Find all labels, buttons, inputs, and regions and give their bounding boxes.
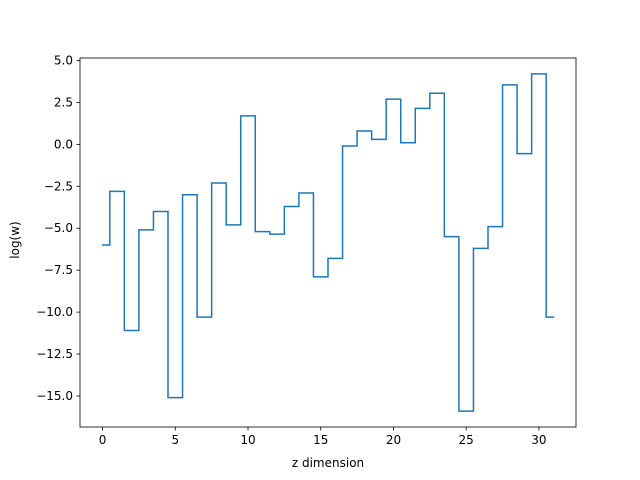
y-tick-label: 5.0 [54, 54, 73, 68]
y-tick-label: −5.0 [44, 221, 73, 235]
x-axis-label: z dimension [292, 456, 364, 470]
x-axis: 0 5 10 15 20 25 30 [99, 427, 547, 447]
x-tick-label: 25 [459, 433, 474, 447]
x-tick-label: 20 [386, 433, 401, 447]
x-tick-label: 5 [171, 433, 179, 447]
plot-area [79, 57, 577, 428]
x-tick-label: 10 [240, 433, 255, 447]
y-axis-label: log(w) [8, 221, 22, 258]
y-tick-label: −12.5 [36, 347, 73, 361]
y-tick-label: −7.5 [44, 263, 73, 277]
x-tick-label: 15 [313, 433, 328, 447]
plot-frame-border [79, 57, 577, 428]
y-tick-label: −10.0 [36, 305, 73, 319]
y-axis: 5.0 2.5 0.0 −2.5 −5.0 −7.5 −10.0 −12.5 −15.0 [36, 54, 80, 403]
series-layer [101, 73, 555, 412]
x-tick-label: 0 [99, 433, 107, 447]
y-tick-label: −2.5 [44, 179, 73, 193]
y-tick-label: 2.5 [54, 95, 73, 109]
y-tick-label: 0.0 [54, 137, 73, 151]
x-tick-label: 30 [531, 433, 546, 447]
y-tick-label: −15.0 [36, 389, 73, 403]
series-line-0 [101, 73, 555, 412]
